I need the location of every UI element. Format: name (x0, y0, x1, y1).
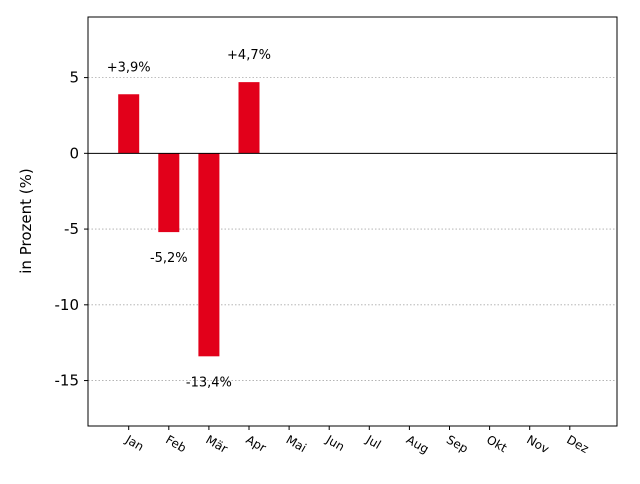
y-tick-label: -5 (64, 220, 79, 238)
x-tick-label: Jun (323, 432, 347, 454)
x-tick-label: Jul (363, 432, 383, 452)
y-tick-label: -15 (55, 372, 80, 390)
data-label: +4,7% (227, 48, 271, 63)
x-tick-label: Mär (203, 432, 230, 455)
x-tick-label: Jan (122, 432, 146, 454)
data-label: -13,4% (186, 375, 232, 390)
plot-frame (87, 16, 618, 427)
bar (198, 153, 220, 357)
x-tick-label: Feb (163, 432, 188, 455)
data-label: +3,9% (107, 60, 151, 75)
x-tick-label: Sep (444, 432, 471, 455)
y-tick-label: 5 (69, 69, 79, 87)
data-label: -5,2% (150, 251, 188, 266)
y-tick-label: 0 (69, 144, 79, 162)
x-tick-label: Aug (404, 432, 431, 456)
y-tick-label: -10 (55, 296, 80, 314)
x-tick-label: Nov (524, 432, 551, 456)
y-axis-label: in Prozent (%) (17, 168, 35, 273)
bar (118, 94, 140, 154)
x-tick-label: Okt (484, 432, 510, 455)
bar (238, 82, 260, 154)
bar (158, 153, 180, 233)
x-tick-label: Mai (284, 432, 309, 455)
x-tick-label: Apr (244, 432, 269, 455)
x-tick-label: Dez (564, 432, 591, 456)
